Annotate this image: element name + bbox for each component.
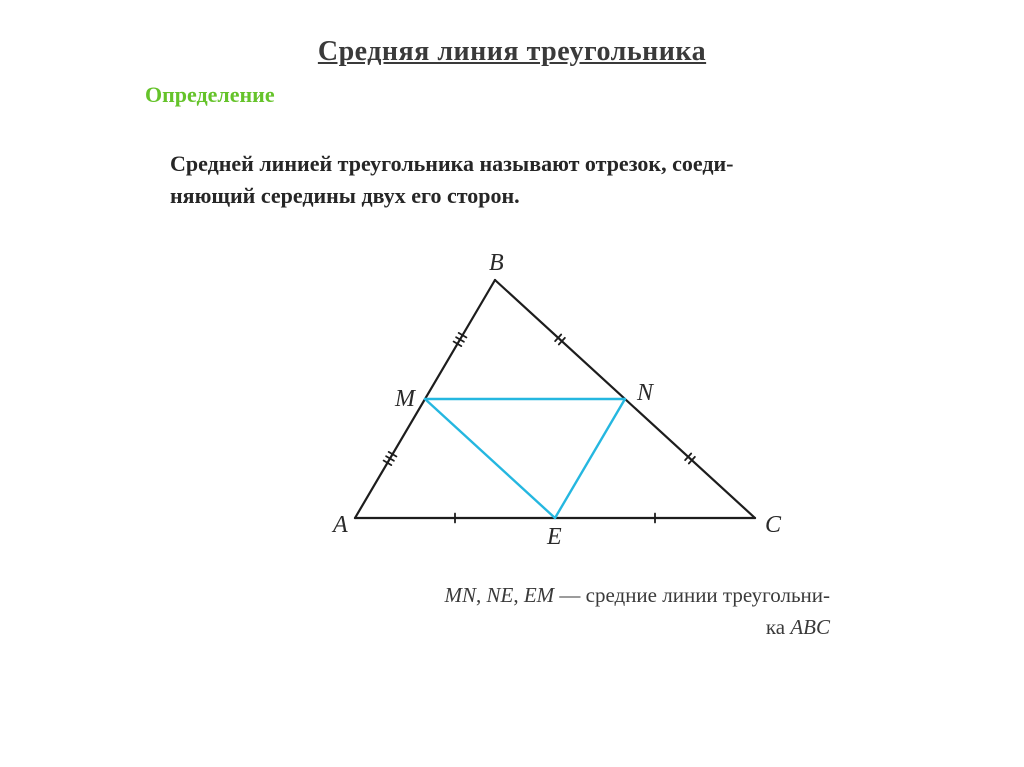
caption-triangle-name: ABC bbox=[790, 615, 830, 639]
svg-text:E: E bbox=[546, 524, 562, 550]
figure-caption: MN, NE, EM — средние линии треугольни- к… bbox=[270, 580, 830, 643]
caption-sep-1: , bbox=[476, 583, 487, 607]
svg-text:N: N bbox=[636, 380, 655, 406]
svg-text:B: B bbox=[489, 250, 504, 276]
caption-tail-1: средние линии треугольни- bbox=[586, 583, 830, 607]
triangle-diagram: A B C M N E bbox=[285, 248, 805, 568]
caption-dash: — bbox=[554, 583, 586, 607]
subtitle-definition: Определение bbox=[145, 82, 275, 108]
definition-line1: Средней линией треугольника называют отр… bbox=[170, 151, 733, 176]
svg-text:A: A bbox=[331, 512, 348, 538]
caption-seg-2: NE bbox=[486, 583, 513, 607]
definition-line2: няющий середины двух его сторон. bbox=[170, 183, 520, 208]
page-title: Средняя линия треугольника bbox=[0, 36, 1024, 68]
caption-sep-2: , bbox=[513, 583, 524, 607]
definition-text: Средней линией треугольника называют отр… bbox=[170, 148, 890, 212]
caption-tail-2: ка bbox=[766, 615, 790, 639]
svg-text:C: C bbox=[765, 512, 782, 538]
caption-seg-3: EM bbox=[524, 583, 554, 607]
caption-seg-1: MN bbox=[444, 583, 476, 607]
svg-text:M: M bbox=[394, 386, 417, 412]
